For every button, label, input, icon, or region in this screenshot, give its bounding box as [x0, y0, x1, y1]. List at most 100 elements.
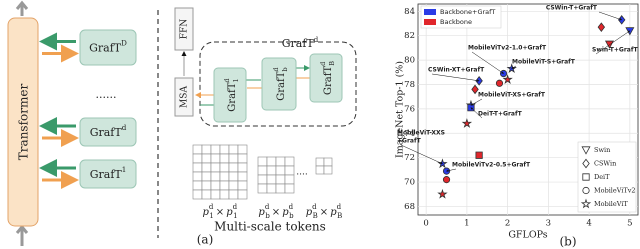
label: GrafT — [90, 168, 123, 181]
point — [437, 188, 448, 199]
y-tick-label: 82 — [404, 31, 415, 41]
token-cell — [237, 162, 248, 173]
legend-label: MobileViTv2 — [594, 187, 636, 195]
label-sup: d — [272, 67, 280, 71]
token-sub: B — [313, 212, 318, 220]
ffn-label: FFN — [180, 19, 190, 39]
token-cell — [228, 162, 239, 173]
token-cell — [323, 165, 333, 175]
annotation: MobileViT-S+GrafT — [512, 59, 576, 66]
token-cell — [284, 165, 295, 176]
legend-marker — [582, 173, 590, 181]
token-cell — [275, 156, 286, 167]
token-cell — [210, 162, 221, 173]
legend-label: Backbone — [440, 18, 472, 26]
token-sub: B — [337, 212, 342, 220]
annotation: MobileViT-XS+GrafT — [478, 92, 546, 99]
token-cell — [257, 183, 268, 194]
tokens-label: Multi-scale tokens — [214, 220, 326, 234]
x-axis-title: GFLOPs — [508, 230, 547, 241]
legend-label: CSWin — [594, 160, 616, 168]
group-label: GrafTd — [282, 36, 319, 50]
token-cell — [219, 189, 230, 200]
y-tick-label: 78 — [404, 80, 415, 90]
token-sub: b — [289, 212, 294, 220]
token-cell — [192, 144, 203, 155]
x-tick-label: 4 — [586, 219, 591, 229]
transformer-label: Transformer — [17, 84, 31, 161]
token-size: pd B × pd B — [306, 203, 342, 220]
token-sub: 1 — [233, 212, 237, 220]
token-p: p — [330, 207, 337, 218]
label: GrafT — [227, 82, 238, 111]
token-cell — [228, 153, 239, 164]
token-cell — [237, 144, 248, 155]
legend-marker — [581, 146, 591, 155]
token-cell — [201, 153, 212, 164]
token-cell — [192, 189, 203, 200]
label-sub: b — [281, 67, 289, 71]
graft-node — [213, 67, 247, 123]
annotation-arrow — [598, 11, 623, 21]
annotation: CSWin-T+GrafT — [546, 5, 598, 12]
annotation-arrow — [446, 168, 457, 172]
legend-marker — [582, 158, 590, 169]
point — [502, 74, 513, 85]
node-label: GrafTdb — [272, 67, 289, 100]
x-tick-label: 5 — [627, 219, 632, 229]
token-p: p — [226, 207, 233, 218]
label: GrafT — [323, 66, 334, 95]
node-label: GrafTd — [90, 123, 127, 139]
legend-marker — [580, 198, 592, 209]
legend-label: Swin — [594, 146, 610, 154]
token-sub: b — [265, 212, 270, 220]
y-tick-label: 74 — [404, 129, 415, 139]
legend-marker — [582, 186, 590, 195]
label-sub: 1 — [232, 78, 240, 82]
annotation-arrow — [470, 98, 483, 106]
times: × — [320, 207, 328, 218]
annotation: CSWin-XT+GrafT — [428, 67, 485, 74]
annotation-arrow — [471, 51, 504, 74]
token-cell — [219, 171, 230, 182]
token-cell — [237, 180, 248, 191]
token-cell — [192, 180, 203, 191]
y-tick-label: 80 — [404, 56, 415, 66]
times: × — [216, 207, 224, 218]
legend-label: DeiT — [594, 173, 610, 181]
token-p: p — [258, 207, 265, 218]
token-cell — [228, 180, 239, 191]
node-label: GrafTD — [89, 39, 127, 55]
token-p: p — [306, 207, 313, 218]
token-cell — [201, 171, 212, 182]
token-cell — [192, 153, 203, 164]
y-tick-label: 84 — [404, 7, 415, 17]
token-cell — [210, 144, 221, 155]
legend-label: Backbone+GrafT — [440, 8, 495, 16]
token-cell — [315, 165, 325, 175]
token-sup: d — [337, 203, 342, 211]
annotation-arrow — [400, 144, 443, 165]
token-p: p — [282, 207, 289, 218]
point — [461, 118, 473, 128]
label: GrafT — [276, 71, 287, 100]
token-cell — [210, 189, 221, 200]
point — [495, 79, 504, 87]
token-sup: d — [289, 203, 294, 211]
token-cell — [266, 156, 277, 167]
point — [597, 22, 606, 32]
token-cell — [257, 165, 268, 176]
token-cell — [192, 171, 203, 182]
token-cell — [192, 162, 203, 173]
y-axis-title: ImageNet Top-1 (%) — [395, 61, 406, 158]
token-cell — [237, 171, 248, 182]
arrow — [15, 0, 29, 16]
node-label: GrafT1 — [90, 165, 127, 181]
node-label: GrafTd1 — [223, 78, 240, 111]
chart-b: 68 70 72 74 76 78 80 82 84 0 1 2 3 4 5 GFLOPs ImageNet T… — [395, 3, 638, 249]
token-cell — [228, 144, 239, 155]
diagram-a: Transformer FFN MSA GrafTd (a) Multi-sca… — [7, 0, 357, 247]
token-sup: d — [233, 203, 238, 211]
label-sup: d — [319, 62, 327, 66]
annotation-arrow — [595, 30, 631, 55]
